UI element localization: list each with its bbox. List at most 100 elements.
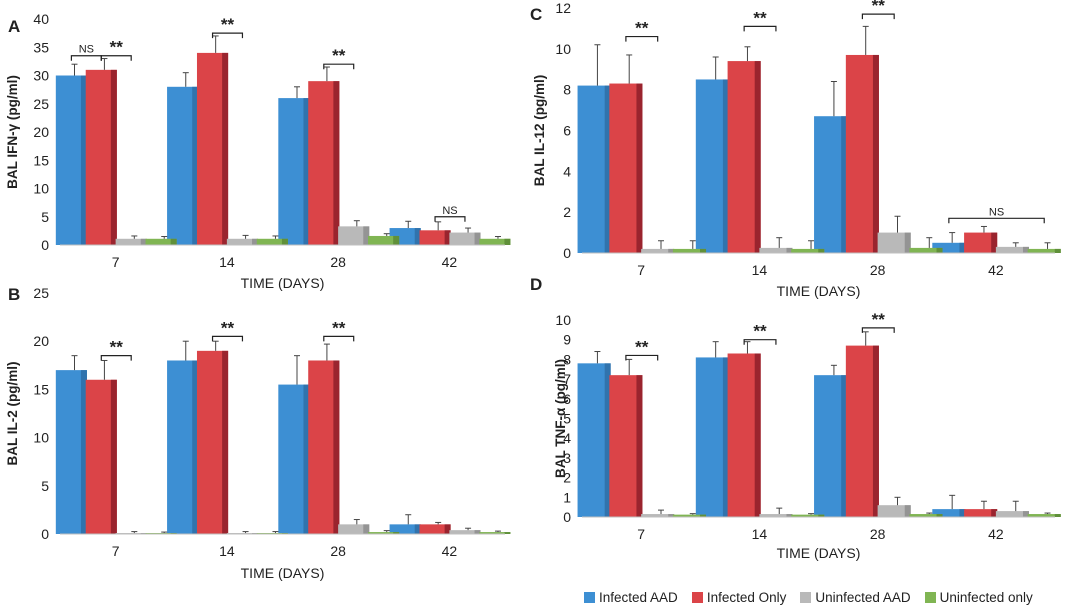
bar-shade xyxy=(754,353,761,517)
bar-shade xyxy=(959,242,966,253)
bar-shade xyxy=(474,232,481,245)
bar-shade xyxy=(414,228,421,245)
x-axis-label: TIME (DAYS) xyxy=(241,565,325,581)
bar-shade xyxy=(936,514,943,517)
chart-panel-a: A 0 5 10 15 20 25 30 35 40 BAL IFN-γ (pg/ml) 7 14 28 4… xyxy=(5,11,511,291)
bar-shade xyxy=(991,232,998,253)
bar xyxy=(1027,514,1061,517)
significance-bracket xyxy=(861,327,895,333)
panel-label: C xyxy=(530,5,542,24)
y-tick-label: 12 xyxy=(555,0,571,16)
panel-label: A xyxy=(8,17,20,36)
bar-shade xyxy=(363,524,370,534)
significance-bracket xyxy=(743,339,777,345)
bar-shade xyxy=(991,509,998,517)
y-tick-label: 5 xyxy=(41,209,49,225)
bar-shade xyxy=(363,226,370,245)
y-tick-label: 7 xyxy=(563,371,571,387)
significance-label: ** xyxy=(110,38,124,57)
y-axis-label: BAL IL-12 (pg/ml) xyxy=(532,75,547,187)
x-tick-label: 7 xyxy=(637,526,645,542)
bar-shade xyxy=(444,230,451,245)
bar xyxy=(672,248,707,253)
y-tick-label: 5 xyxy=(41,478,49,494)
bar-shade xyxy=(252,238,259,245)
bar xyxy=(1027,248,1061,253)
bar-shade xyxy=(722,357,729,517)
bar-shade xyxy=(504,532,511,534)
bar-shade xyxy=(222,350,229,534)
y-tick-label: 10 xyxy=(33,430,49,446)
bar-shade xyxy=(303,384,310,534)
chart-panel-c: C 0 2 4 6 8 10 12 BAL IL-12 (pg/ml) 7 14 28 42 TIME (… xyxy=(530,0,1061,299)
bar-shade xyxy=(872,345,879,517)
significance-label: ** xyxy=(753,322,767,341)
y-tick-label: 0 xyxy=(41,237,49,253)
bar xyxy=(419,230,451,245)
panel-label: B xyxy=(8,285,20,304)
legend-item-uninfected-aad: Uninfected AAD xyxy=(800,590,911,605)
y-tick-label: 15 xyxy=(33,152,49,168)
x-tick-label: 7 xyxy=(112,543,120,559)
bar xyxy=(389,524,421,534)
legend-item-infected-aad: Infected AAD xyxy=(584,590,678,605)
y-tick-label: 5 xyxy=(563,411,571,427)
x-axis-label: TIME (DAYS) xyxy=(777,545,861,561)
legend-swatch xyxy=(924,591,936,603)
bar xyxy=(368,235,400,245)
legend-item-uninfected-only: Uninfected only xyxy=(924,589,1033,605)
bar-shade xyxy=(110,379,117,534)
y-tick-label: 10 xyxy=(33,181,49,197)
bar xyxy=(909,247,943,253)
x-tick-label: 28 xyxy=(330,254,346,270)
significance-bracket xyxy=(211,335,244,342)
bar-shade xyxy=(604,85,611,253)
legend-swatch xyxy=(584,591,595,603)
significance-label: ** xyxy=(221,15,235,34)
x-axis-label: TIME (DAYS) xyxy=(777,283,861,299)
x-tick-label: 7 xyxy=(637,262,645,278)
bar-shade xyxy=(140,238,147,245)
bar xyxy=(791,514,825,517)
bar-shade xyxy=(700,248,707,253)
significance-bracket xyxy=(861,13,895,20)
significance-bracket xyxy=(948,217,1045,224)
bar-shade xyxy=(904,232,911,253)
y-tick-label: 0 xyxy=(41,526,49,542)
bar-shade xyxy=(192,360,199,534)
legend-swatch xyxy=(691,591,703,603)
bar-shade xyxy=(668,514,675,517)
y-tick-label: 8 xyxy=(563,351,571,367)
bar-shade xyxy=(393,235,400,245)
bar-shade xyxy=(281,238,288,245)
y-tick-label: 10 xyxy=(555,312,571,328)
y-tick-label: 10 xyxy=(555,41,571,57)
bar-shade xyxy=(80,75,87,245)
bar xyxy=(479,238,511,245)
bar xyxy=(672,514,707,517)
legend-label: Infected AAD xyxy=(599,589,678,605)
legend-label: Uninfected only xyxy=(939,589,1033,605)
bar xyxy=(115,238,147,245)
significance-bracket xyxy=(323,335,355,342)
bar-shade xyxy=(303,98,310,245)
significance-bracket xyxy=(625,354,659,361)
significance-label: NS xyxy=(79,44,94,56)
bar xyxy=(419,524,451,534)
chart-panel-b: B 0 5 10 15 20 25 BAL IL-2 (pg/ml) 7 14 28 42 TIME (… xyxy=(5,285,511,581)
bar-shade xyxy=(393,532,400,534)
significance-label: ** xyxy=(332,318,346,337)
y-tick-label: 8 xyxy=(563,82,571,98)
x-tick-label: 42 xyxy=(442,254,458,270)
y-tick-label: 0 xyxy=(563,245,571,261)
x-tick-label: 28 xyxy=(870,526,886,542)
bar xyxy=(641,514,675,517)
x-tick-label: 28 xyxy=(330,543,346,559)
y-tick-label: 20 xyxy=(33,124,49,140)
significance-bracket xyxy=(70,55,102,61)
bar xyxy=(759,514,793,517)
bar xyxy=(226,238,259,245)
bar-shade xyxy=(1054,514,1061,517)
